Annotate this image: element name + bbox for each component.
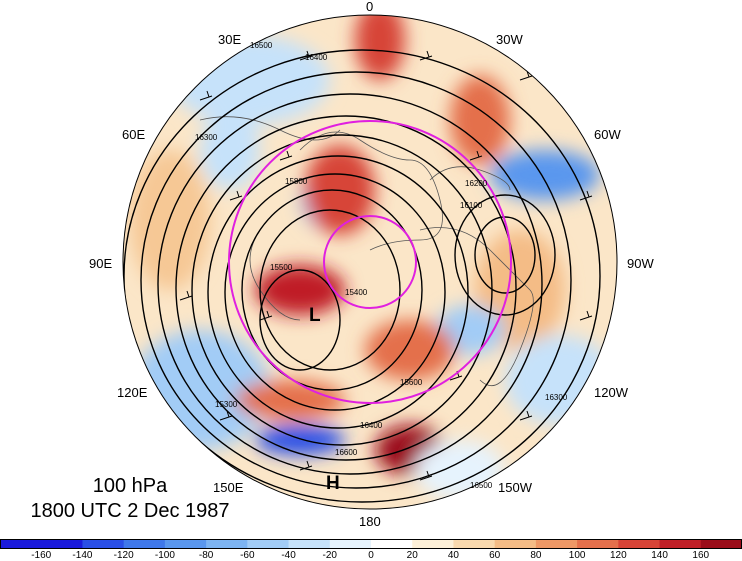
pressure-level-title: 100 hPa bbox=[92, 475, 168, 497]
colorbar-tick-label: -100 bbox=[154, 550, 175, 561]
colorbar-box bbox=[535, 539, 578, 549]
polar-map: 16500 16400 16300 16200 16100 15800 1560… bbox=[122, 14, 618, 510]
colorbar-box bbox=[577, 539, 619, 549]
contour-label: 16300 bbox=[545, 393, 568, 402]
contour-label: 16600 bbox=[335, 448, 358, 457]
colorbar-box bbox=[453, 539, 496, 549]
colorbar-tick-label: 60 bbox=[489, 550, 501, 561]
contour-label: 16400 bbox=[360, 421, 383, 430]
longitude-label-30w: 30W bbox=[496, 32, 523, 47]
colorbar-tick-label: -60 bbox=[240, 550, 255, 561]
longitude-label-120w: 120W bbox=[594, 385, 628, 400]
contour-label: 16200 bbox=[465, 179, 488, 188]
longitude-label-180: 180 bbox=[359, 514, 381, 529]
colorbar-tick-label: 40 bbox=[447, 550, 459, 561]
colorbar-box bbox=[164, 539, 207, 549]
colorbar-box bbox=[41, 539, 83, 549]
colorbar-box bbox=[618, 539, 661, 549]
colorbar-box bbox=[206, 539, 248, 549]
colorbar bbox=[0, 539, 742, 549]
longitude-label-30e: 30E bbox=[218, 32, 242, 47]
colorbar-box bbox=[700, 539, 742, 549]
colorbar-tick-label: -160 bbox=[31, 550, 52, 561]
colorbar-tick-label: -80 bbox=[198, 550, 214, 561]
colorbar-box bbox=[371, 539, 413, 549]
contour-label: 15300 bbox=[215, 400, 238, 409]
colorbar-box bbox=[412, 539, 454, 549]
contour-label: 15800 bbox=[285, 177, 308, 186]
contour-label: 15600 bbox=[400, 378, 423, 387]
colorbar-box bbox=[329, 539, 372, 549]
anomaly-shading bbox=[123, 15, 617, 509]
height-contours bbox=[123, 49, 601, 503]
contour-label-group: 16500 16400 16300 16200 16100 15800 1560… bbox=[195, 41, 568, 490]
colorbar-tick-label: 0 bbox=[368, 550, 374, 561]
datetime-title: 1800 UTC 2 Dec 1987 bbox=[30, 500, 230, 522]
longitude-label-150w: 150W bbox=[498, 480, 532, 495]
map-frame bbox=[122, 14, 618, 510]
colorbar-tick-label: 120 bbox=[609, 550, 627, 561]
colorbar-tick-label: 140 bbox=[651, 550, 668, 561]
contour-label: 16300 bbox=[195, 133, 218, 142]
longitude-label-150e: 150E bbox=[213, 480, 244, 495]
contour-label: 15400 bbox=[345, 288, 368, 297]
colorbar-tick-label: -140 bbox=[72, 550, 93, 561]
colorbar-tick-label: 100 bbox=[568, 550, 586, 561]
latitude-rings bbox=[228, 120, 512, 404]
longitude-label-90w: 90W bbox=[627, 256, 654, 271]
colorbar-box bbox=[659, 539, 702, 549]
contour-label: 16500 bbox=[250, 41, 273, 50]
colorbar-tick-label: -20 bbox=[322, 550, 337, 561]
colorbar-tick-label: -40 bbox=[281, 550, 296, 561]
longitude-label-60e: 60E bbox=[122, 127, 146, 142]
colorbar-tick-label: 160 bbox=[692, 550, 710, 561]
colorbar-tick-label: -120 bbox=[113, 550, 134, 561]
colorbar-box bbox=[494, 539, 537, 549]
longitude-label-0: 0 bbox=[366, 0, 374, 14]
contour-label: 16400 bbox=[305, 53, 328, 62]
high-pressure-label: H bbox=[326, 473, 340, 494]
low-pressure-label: L bbox=[309, 305, 321, 326]
longitude-label-90e: 90E bbox=[89, 256, 113, 271]
longitude-label-120e: 120E bbox=[117, 385, 148, 400]
longitude-label-60w: 60W bbox=[594, 127, 621, 142]
contour-label: 15500 bbox=[270, 263, 293, 272]
colorbar-box bbox=[288, 539, 331, 549]
colorbar-box bbox=[82, 539, 125, 549]
colorbar-box bbox=[247, 539, 290, 549]
colorbar-tick-label: 80 bbox=[530, 550, 542, 561]
contour-label: 16500 bbox=[470, 481, 493, 490]
contour-label: 16100 bbox=[460, 201, 483, 210]
colorbar-box bbox=[0, 539, 42, 549]
colorbar-box bbox=[123, 539, 166, 549]
colorbar-tick-label: 20 bbox=[406, 550, 418, 561]
